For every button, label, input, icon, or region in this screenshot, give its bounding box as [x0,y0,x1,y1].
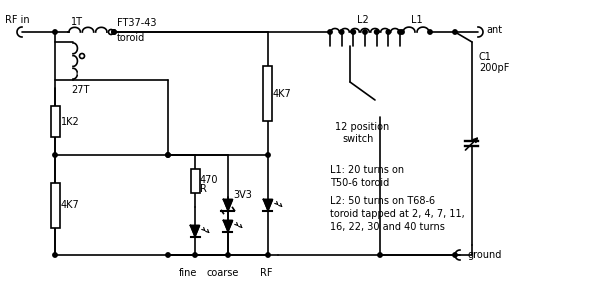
Polygon shape [263,200,272,211]
Circle shape [166,153,170,157]
Circle shape [266,153,270,157]
Circle shape [80,54,85,58]
Bar [191,169,199,193]
Circle shape [109,29,113,35]
Circle shape [53,253,57,257]
Text: 4K7: 4K7 [273,88,292,99]
Text: RF: RF [260,268,272,278]
Circle shape [363,30,367,34]
Circle shape [398,30,402,34]
Text: toroid tapped at 2, 4, 7, 11,: toroid tapped at 2, 4, 7, 11, [330,209,465,219]
Circle shape [386,30,391,34]
Circle shape [351,30,356,34]
Text: switch: switch [342,134,373,144]
Polygon shape [223,221,232,232]
Text: toroid: toroid [117,33,145,43]
Circle shape [226,253,230,257]
Circle shape [328,30,332,34]
Text: RF in: RF in [5,15,29,25]
Circle shape [53,153,57,157]
Text: 12 position: 12 position [335,122,389,132]
Text: L2: L2 [357,15,369,25]
Text: R: R [200,184,207,194]
Circle shape [112,30,116,34]
Text: L1: L1 [411,15,422,25]
Circle shape [378,253,382,257]
Text: L1: 20 turns on: L1: 20 turns on [330,165,404,175]
Circle shape [400,30,404,34]
Text: ant: ant [486,25,502,35]
Bar [50,106,59,136]
Text: T50-6 toroid: T50-6 toroid [330,178,389,188]
Text: 27T: 27T [71,85,89,95]
Text: C1: C1 [479,52,492,62]
Circle shape [453,30,457,34]
Bar [263,66,272,121]
Circle shape [266,253,270,257]
Text: 200pF: 200pF [479,63,509,73]
Circle shape [112,30,116,34]
Text: 470: 470 [200,175,218,185]
Text: 4K7: 4K7 [61,200,80,210]
Text: 16, 22, 30 and 40 turns: 16, 22, 30 and 40 turns [330,222,445,232]
Text: FT37-43: FT37-43 [117,18,157,28]
Circle shape [166,253,170,257]
Text: L2: 50 turns on T68-6: L2: 50 turns on T68-6 [330,196,435,206]
Circle shape [166,153,170,157]
Circle shape [428,30,432,34]
Text: fine: fine [179,268,197,278]
Text: ground: ground [468,250,502,260]
Circle shape [53,30,57,34]
Circle shape [453,253,457,257]
Circle shape [79,72,82,76]
Polygon shape [191,226,199,237]
Polygon shape [223,200,232,211]
Text: 1T: 1T [71,17,83,27]
Text: coarse: coarse [207,268,239,278]
Circle shape [340,30,344,34]
Text: 1K2: 1K2 [61,117,80,126]
Circle shape [374,30,379,34]
Circle shape [193,253,197,257]
Bar [50,182,59,227]
Text: 3V3: 3V3 [233,190,252,200]
